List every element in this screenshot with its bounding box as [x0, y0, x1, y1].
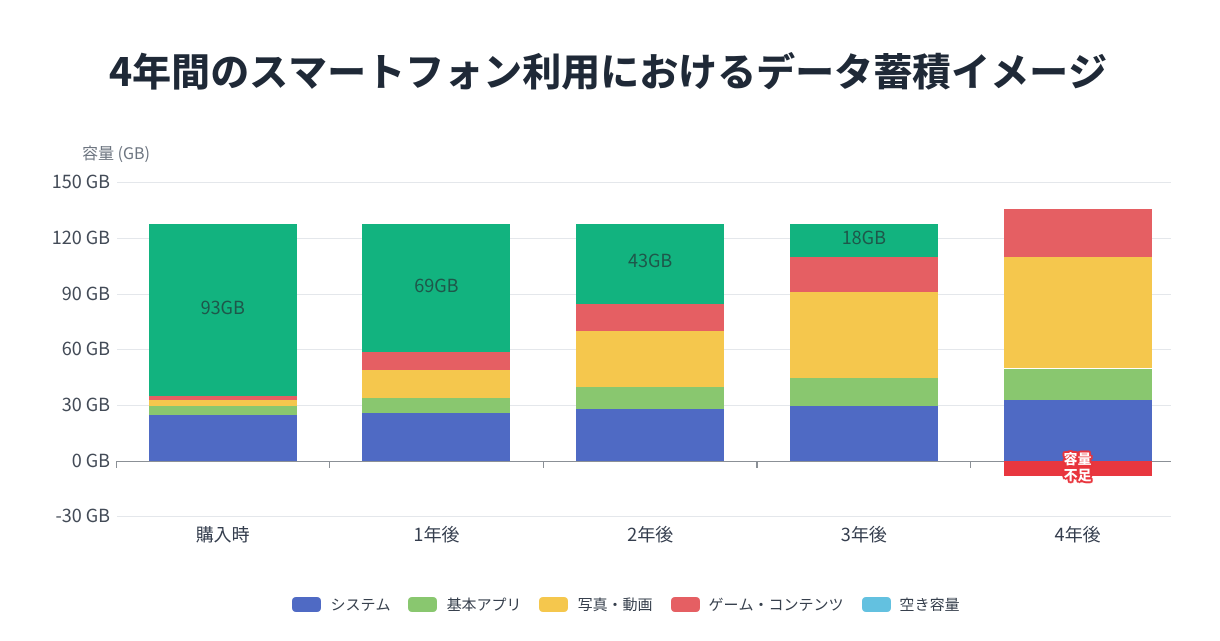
legend-item: 写真・動画: [539, 594, 653, 615]
y-tick-label: 30 GB: [61, 391, 110, 418]
bar-segment: [789, 292, 938, 378]
bar-segment: [362, 370, 511, 399]
legend-item: 基本アプリ: [408, 594, 521, 615]
bar-value-label: 93GB: [200, 293, 245, 320]
bar-segment: [148, 414, 297, 462]
legend-item: 空き容量: [861, 594, 960, 615]
gridline: [116, 516, 1171, 518]
legend-label: 写真・動画: [577, 594, 653, 615]
bar-value-label: 18GB: [841, 224, 886, 251]
legend-item: ゲーム・コンテンツ: [670, 594, 844, 615]
bar-segment: [789, 223, 938, 258]
bar-segment: [1003, 208, 1152, 258]
bar-segment: [148, 223, 297, 397]
bar-segment: [789, 405, 938, 462]
bar-segment: [1003, 400, 1152, 462]
x-category-label: 2年後: [627, 520, 674, 547]
bar-value-label: 69GB: [414, 271, 459, 298]
y-tick-label: -30 GB: [55, 502, 111, 529]
x-axis-tick: [756, 461, 758, 469]
x-category-label: 1年後: [413, 520, 460, 547]
overflow-segment: [1003, 461, 1152, 477]
y-tick-label: 120 GB: [51, 224, 110, 250]
x-axis-tick: [115, 461, 118, 469]
legend-label: 空き容量: [899, 594, 960, 615]
bar-segment: [576, 409, 725, 462]
legend-swatch: [408, 597, 438, 612]
y-tick-label: 60 GB: [61, 335, 110, 362]
bar-segment: [576, 303, 725, 332]
x-axis-tick: [969, 461, 972, 469]
bar-segment: [1003, 368, 1152, 401]
bar-segment: [362, 223, 511, 352]
legend-swatch: [861, 597, 891, 612]
x-category-label: 購入時: [195, 520, 250, 547]
y-tick-label: 150 GB: [51, 168, 110, 195]
x-axis-line: [116, 460, 1171, 463]
bar-segment: [362, 351, 511, 371]
legend-swatch: [670, 597, 700, 612]
bar-segment: [576, 331, 725, 388]
bar-segment: [1003, 257, 1152, 369]
legend-label: ゲーム・コンテンツ: [708, 594, 844, 615]
chart-title: 4年間のスマートフォン利用におけるデータ蓄積イメージ: [108, 42, 1108, 98]
legend-item: システム: [292, 594, 390, 615]
x-axis-tick: [542, 461, 544, 469]
bar-segment: [148, 405, 297, 415]
y-tick-label: 0 GB: [71, 446, 110, 473]
gridline: [116, 182, 1171, 184]
bar-segment: [362, 413, 511, 462]
bar-segment: [789, 377, 938, 406]
bar-value-label: 43GB: [627, 247, 673, 274]
x-category-label: 4年後: [1054, 520, 1101, 547]
x-category-label: 3年後: [840, 520, 887, 547]
bar-segment: [148, 396, 297, 401]
legend-swatch: [292, 597, 322, 612]
bar-segment: [789, 257, 938, 293]
legend-label: システム: [330, 594, 391, 615]
bar-segment: [148, 400, 297, 406]
x-axis-tick: [328, 461, 331, 469]
legend-label: 基本アプリ: [446, 594, 522, 615]
bar-segment: [362, 398, 511, 414]
overflow-label: 容量 不足: [1063, 449, 1092, 486]
y-tick-label: 90 GB: [61, 279, 110, 306]
y-axis-title: 容量 (GB): [82, 140, 150, 164]
legend-swatch: [539, 597, 569, 612]
legend: システム 基本アプリ 写真・動画 ゲーム・コンテンツ 空き容量: [0, 594, 1220, 615]
bar-segment: [576, 387, 725, 410]
bar-segment: [576, 223, 725, 304]
